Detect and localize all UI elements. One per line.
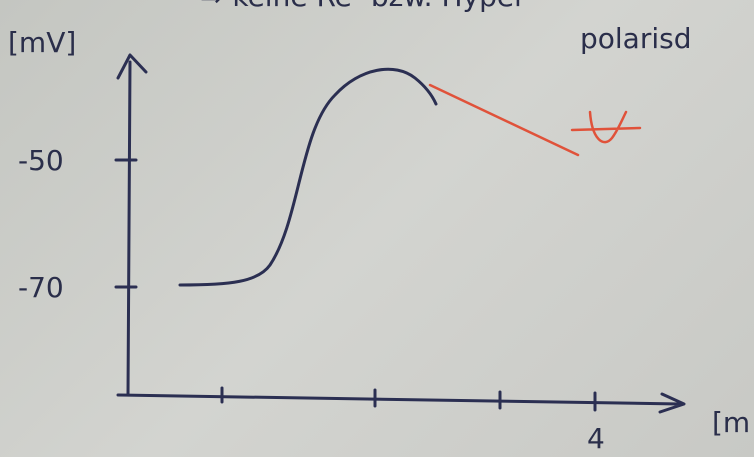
y-unit: [mV] (8, 26, 76, 59)
x-tick-label: 4 (587, 422, 605, 455)
body: ⇒ keine Re- bzw. Hyper polarisd [mV] -50… (0, 0, 754, 457)
red-line (430, 85, 578, 155)
red-symbol (572, 112, 640, 142)
header-line2: polarisd (580, 22, 692, 55)
y-axis (118, 55, 146, 395)
potential-curve (180, 69, 436, 285)
header-line1: ⇒ keine Re- bzw. Hyper (200, 0, 526, 13)
page: {"header": {"line1": "⇒ keine Re- bzw. H… (0, 0, 754, 457)
y-tick-label: -70 (18, 271, 64, 304)
y-tick-label: -50 (18, 144, 64, 177)
x-axis (118, 394, 684, 412)
whiteboard-photo: ⇒ keine Re- bzw. Hyper polarisd [mV] -50… (0, 0, 754, 457)
x-unit: [m (712, 406, 750, 439)
